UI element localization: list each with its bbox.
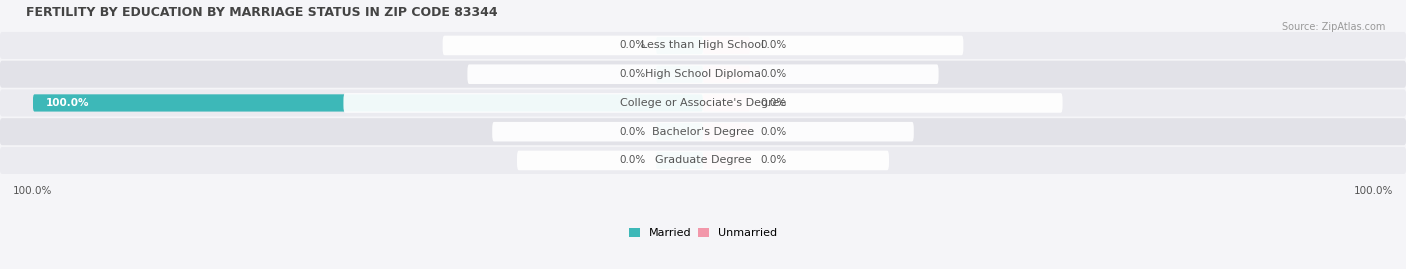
- FancyBboxPatch shape: [32, 94, 703, 112]
- FancyBboxPatch shape: [703, 123, 749, 140]
- FancyBboxPatch shape: [517, 151, 889, 170]
- Text: College or Associate's Degree: College or Associate's Degree: [620, 98, 786, 108]
- Text: 0.0%: 0.0%: [620, 40, 645, 51]
- Text: Bachelor's Degree: Bachelor's Degree: [652, 127, 754, 137]
- FancyBboxPatch shape: [703, 152, 749, 169]
- FancyBboxPatch shape: [443, 36, 963, 55]
- Text: High School Diploma: High School Diploma: [645, 69, 761, 79]
- FancyBboxPatch shape: [467, 64, 939, 84]
- Text: 0.0%: 0.0%: [620, 127, 645, 137]
- Text: 0.0%: 0.0%: [761, 98, 786, 108]
- FancyBboxPatch shape: [0, 32, 1406, 59]
- Text: 0.0%: 0.0%: [761, 155, 786, 165]
- Legend: Married, Unmarried: Married, Unmarried: [624, 224, 782, 243]
- Text: 0.0%: 0.0%: [620, 155, 645, 165]
- FancyBboxPatch shape: [0, 89, 1406, 116]
- FancyBboxPatch shape: [703, 94, 749, 112]
- Text: 0.0%: 0.0%: [761, 127, 786, 137]
- FancyBboxPatch shape: [657, 66, 703, 83]
- FancyBboxPatch shape: [343, 93, 1063, 113]
- FancyBboxPatch shape: [0, 147, 1406, 174]
- FancyBboxPatch shape: [703, 37, 749, 54]
- Text: 0.0%: 0.0%: [761, 69, 786, 79]
- Text: 0.0%: 0.0%: [620, 69, 645, 79]
- Text: 0.0%: 0.0%: [761, 40, 786, 51]
- Text: Less than High School: Less than High School: [641, 40, 765, 51]
- FancyBboxPatch shape: [657, 152, 703, 169]
- Text: 100.0%: 100.0%: [46, 98, 90, 108]
- FancyBboxPatch shape: [657, 37, 703, 54]
- FancyBboxPatch shape: [0, 118, 1406, 145]
- FancyBboxPatch shape: [0, 61, 1406, 88]
- FancyBboxPatch shape: [492, 122, 914, 141]
- Text: Source: ZipAtlas.com: Source: ZipAtlas.com: [1281, 22, 1385, 31]
- FancyBboxPatch shape: [703, 66, 749, 83]
- FancyBboxPatch shape: [657, 123, 703, 140]
- Text: Graduate Degree: Graduate Degree: [655, 155, 751, 165]
- Text: FERTILITY BY EDUCATION BY MARRIAGE STATUS IN ZIP CODE 83344: FERTILITY BY EDUCATION BY MARRIAGE STATU…: [27, 6, 498, 19]
